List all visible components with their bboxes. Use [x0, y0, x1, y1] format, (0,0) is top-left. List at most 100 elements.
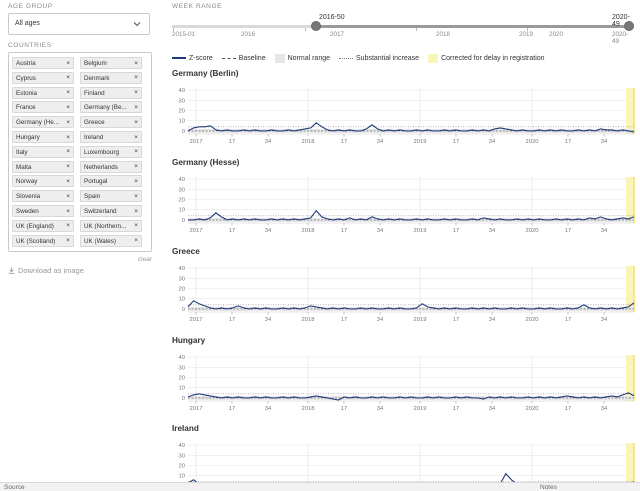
remove-chip-icon[interactable]: × — [66, 59, 70, 67]
y-tick-label: 40 — [179, 266, 185, 272]
country-chip: Denmark × — [80, 71, 142, 84]
remove-chip-icon[interactable]: × — [66, 163, 70, 171]
age-group-select[interactable]: All ages — [8, 13, 150, 35]
remove-chip-icon[interactable]: × — [66, 118, 70, 126]
bottom-bar-left-text[interactable]: Source — [4, 484, 25, 491]
legend-substantial-increase: Substantial increase — [339, 55, 419, 62]
week-range-label: WEEK RANGE — [172, 3, 223, 10]
download-icon — [8, 267, 15, 274]
remove-chip-icon[interactable]: × — [134, 74, 138, 82]
x-tick-label: 17 — [341, 317, 347, 323]
x-tick-label: 34 — [265, 317, 272, 323]
remove-chip-icon[interactable]: × — [134, 133, 138, 141]
y-tick-label: 30 — [179, 276, 185, 282]
x-tick-label: 2018 — [302, 228, 315, 234]
remove-chip-icon[interactable]: × — [134, 103, 138, 111]
remove-chip-icon[interactable]: × — [66, 237, 70, 245]
y-tick-label: 10 — [179, 474, 185, 480]
chart-hungary: 0 10 20 30 40 2017 17 34 2018 17 34 2019 17 34 2020 17 3… — [179, 355, 635, 412]
country-chip-label: Portugal — [84, 178, 108, 186]
download-image-button[interactable]: Download as image — [8, 266, 84, 275]
remove-chip-icon[interactable]: × — [66, 89, 70, 97]
country-chip: Slovenia × — [12, 190, 74, 203]
remove-chip-icon[interactable]: × — [134, 59, 138, 67]
x-tick-label: 17 — [453, 317, 459, 323]
country-chip: Finland × — [80, 86, 142, 99]
x-tick-label: 17 — [229, 406, 235, 412]
x-tick-label: 2020 — [526, 317, 539, 323]
y-tick-label: 10 — [179, 386, 185, 392]
slider-end-handle[interactable] — [624, 21, 634, 31]
slider-end-label: 2020-49 — [612, 14, 630, 28]
legend-corrected-swatch — [428, 53, 439, 63]
remove-chip-icon[interactable]: × — [66, 222, 70, 230]
slider-tick-label: 2017 — [330, 31, 345, 38]
x-tick-label: 2019 — [414, 406, 427, 412]
x-tick-label: 2017 — [190, 139, 203, 145]
remove-chip-icon[interactable]: × — [134, 207, 138, 215]
slider-tick — [416, 28, 417, 31]
country-chip-label: Netherlands — [84, 163, 118, 171]
remove-chip-icon[interactable]: × — [134, 148, 138, 156]
bottom-bar-right-text[interactable]: Notes — [540, 484, 557, 491]
slider-tick-label: 2018 — [436, 31, 451, 38]
week-range-slider[interactable]: 2016-50 2020-49 2015-01 2016 2017 2018 2… — [172, 12, 634, 45]
zscore-line — [187, 392, 635, 401]
y-tick-label: 20 — [179, 375, 185, 381]
remove-chip-icon[interactable]: × — [134, 237, 138, 245]
legend-corrected: Corrected for delay in registration — [428, 53, 545, 63]
y-tick-label: 40 — [179, 443, 185, 449]
country-chip-label: Malta — [16, 163, 32, 171]
x-tick-label: 17 — [453, 406, 459, 412]
slider-tick-label: 2016 — [241, 31, 256, 38]
x-tick-label: 17 — [229, 139, 235, 145]
country-chip-label: Cyprus — [16, 74, 36, 82]
countries-multiselect[interactable]: Austria × Belgium × Cyprus × Denmark × Estonia × F… — [8, 52, 152, 252]
x-tick-label: 17 — [341, 406, 347, 412]
x-tick-label: 34 — [265, 228, 272, 234]
country-chip: Luxembourg × — [80, 145, 142, 158]
remove-chip-icon[interactable]: × — [66, 192, 70, 200]
remove-chip-icon[interactable]: × — [134, 163, 138, 171]
country-chip: Portugal × — [80, 175, 142, 188]
x-tick-label: 17 — [341, 139, 347, 145]
remove-chip-icon[interactable]: × — [134, 222, 138, 230]
country-chip: Austria × — [12, 57, 74, 69]
corrected-band — [626, 266, 634, 312]
y-tick-label: 30 — [179, 98, 185, 104]
y-tick-label: 0 — [182, 307, 185, 313]
clear-button[interactable]: clear — [137, 256, 152, 263]
remove-chip-icon[interactable]: × — [66, 103, 70, 111]
country-chip-label: Switzerland — [84, 208, 117, 215]
remove-chip-icon[interactable]: × — [134, 89, 138, 97]
zscore-line — [187, 300, 635, 310]
y-tick-label: 0 — [182, 396, 185, 402]
chevron-down-icon — [133, 22, 141, 27]
y-tick-label: 0 — [182, 129, 185, 135]
remove-chip-icon[interactable]: × — [134, 192, 138, 200]
country-chip-label: UK (Wales) — [84, 237, 116, 245]
remove-chip-icon[interactable]: × — [66, 74, 70, 82]
x-tick-label: 2019 — [414, 317, 427, 323]
country-chip-label: Denmark — [84, 74, 110, 82]
country-chip: UK (Northern... × — [80, 219, 142, 232]
remove-chip-icon[interactable]: × — [134, 177, 138, 185]
legend-baseline-label: Baseline — [238, 54, 266, 62]
remove-chip-icon[interactable]: × — [66, 133, 70, 141]
country-chip: Greece × — [80, 116, 142, 129]
country-chip-label: Hungary — [16, 134, 40, 141]
chart-germany-berlin: 0 10 20 30 40 2017 17 34 2018 17 34 2019 17 34 2020 17 3… — [179, 88, 635, 145]
remove-chip-icon[interactable]: × — [66, 207, 70, 215]
slider-start-handle[interactable] — [311, 21, 321, 31]
x-tick-label: 34 — [377, 139, 384, 145]
country-chip-label: Spain — [84, 193, 101, 201]
country-chip-label: UK (England) — [16, 222, 54, 230]
remove-chip-icon[interactable]: × — [134, 118, 138, 126]
remove-chip-icon[interactable]: × — [66, 177, 70, 185]
x-tick-label: 17 — [229, 228, 235, 234]
legend-zscore: Z-score — [172, 55, 213, 62]
country-chip: Germany (Be... × — [80, 101, 142, 114]
remove-chip-icon[interactable]: × — [66, 148, 70, 156]
slider-start-label: 2016-50 — [319, 14, 345, 21]
country-chip: Germany (He... × — [12, 116, 74, 129]
